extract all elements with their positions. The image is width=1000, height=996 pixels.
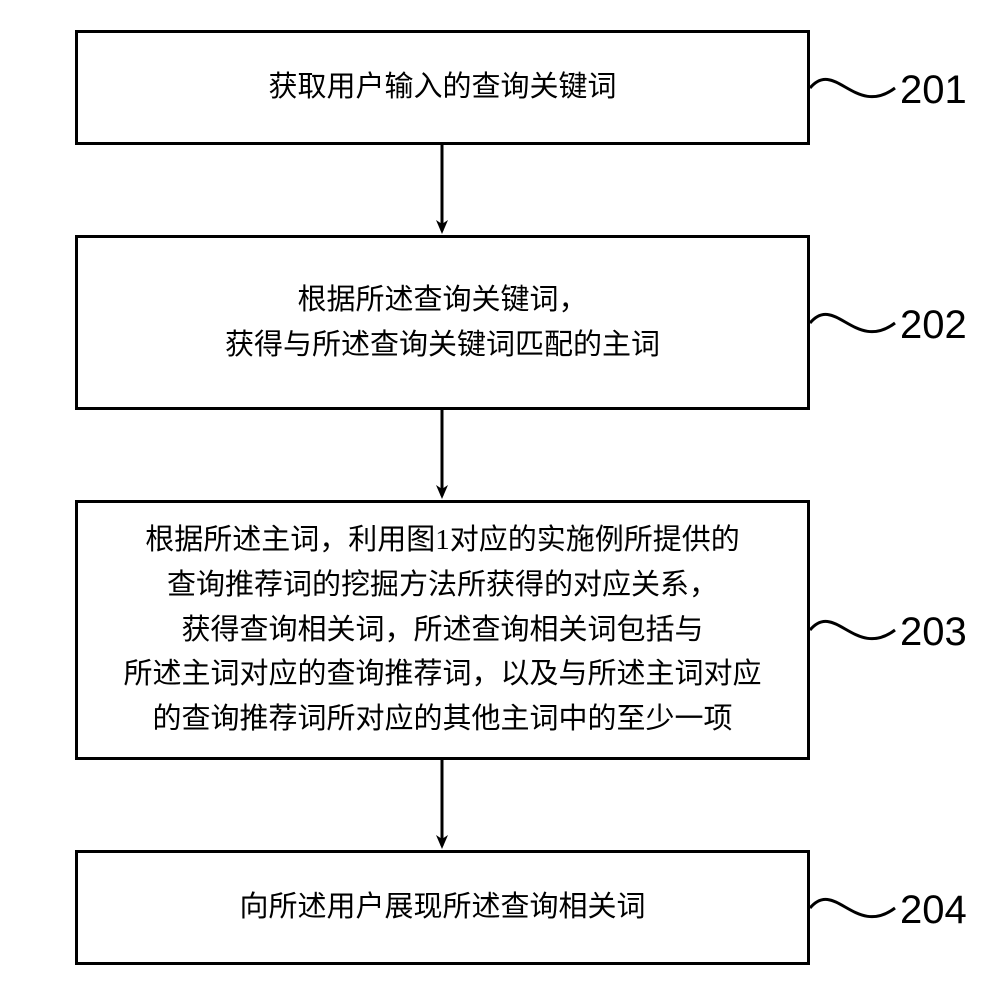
wave-connector-3: [810, 621, 895, 638]
flow-node-1: 获取用户输入的查询关键词: [75, 30, 810, 145]
flow-node-3-text: 根据所述主词，利用图1对应的实施例所提供的查询推荐词的挖掘方法所获得的对应关系，…: [123, 518, 761, 743]
flow-node-2-text: 根据所述查询关键词，获得与所述查询关键词匹配的主词: [225, 278, 660, 368]
flowchart-connectors: [0, 0, 1000, 996]
flow-label-3: 203: [900, 610, 967, 655]
flow-node-2: 根据所述查询关键词，获得与所述查询关键词匹配的主词: [75, 235, 810, 410]
flow-node-4: 向所述用户展现所述查询相关词: [75, 850, 810, 965]
wave-connector-1: [810, 79, 895, 96]
wave-connector-2: [810, 314, 895, 331]
flow-node-4-text: 向所述用户展现所述查询相关词: [239, 885, 645, 930]
flow-node-1-text: 获取用户输入的查询关键词: [268, 65, 616, 110]
wave-connector-4: [810, 899, 895, 916]
flow-node-3: 根据所述主词，利用图1对应的实施例所提供的查询推荐词的挖掘方法所获得的对应关系，…: [75, 500, 810, 760]
flow-label-4: 204: [900, 888, 967, 933]
flow-label-2: 202: [900, 303, 967, 348]
flowchart-canvas: 获取用户输入的查询关键词 201 根据所述查询关键词，获得与所述查询关键词匹配的…: [0, 0, 1000, 996]
flow-label-1: 201: [900, 68, 967, 113]
